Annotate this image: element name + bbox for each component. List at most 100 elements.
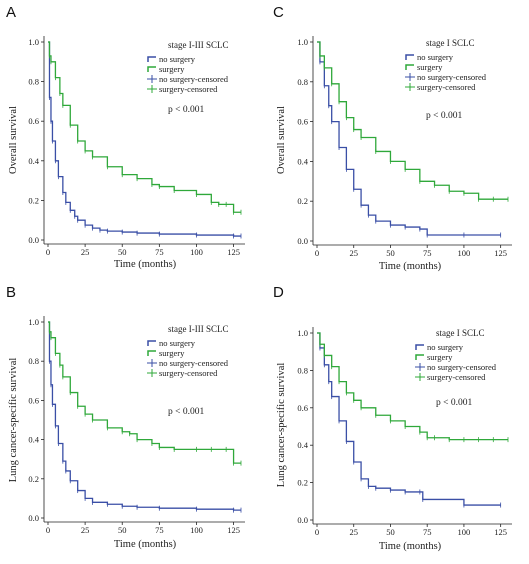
legend-title: stage I-III SCLC — [168, 40, 229, 50]
x-tick-label: 125 — [494, 248, 507, 258]
y-tick-label: 0.8 — [28, 356, 39, 366]
y-axis-title: Overall survival — [276, 106, 287, 174]
panel-letter: B — [6, 284, 16, 301]
legend-entry: surgery — [417, 62, 443, 72]
y-tick-label: 1.0 — [28, 317, 39, 327]
p-value-label: p < 0.001 — [168, 105, 204, 115]
panel-letter: C — [273, 4, 284, 21]
panel-B: B 0.0 0.2 0.4 0.6 0.8 1.0 0 25 50 75 100 125 Time (mo… — [6, 284, 245, 550]
x-tick-label: 50 — [118, 247, 127, 257]
curve-surgery — [317, 332, 508, 441]
panel-letter: A — [6, 4, 16, 21]
y-tick-label: 0.0 — [297, 515, 308, 525]
y-tick-label: 0.6 — [28, 395, 39, 405]
x-tick-label: 125 — [494, 527, 507, 537]
y-axis-title: Lung cancer-specific survival — [8, 358, 19, 483]
x-tick-label: 100 — [458, 527, 471, 537]
x-tick-label: 125 — [227, 525, 240, 535]
y-tick-label: 1.0 — [297, 37, 308, 47]
y-tick-label: 0.2 — [297, 196, 308, 206]
x-tick-label: 75 — [155, 525, 164, 535]
p-value-label: p < 0.001 — [436, 398, 472, 408]
legend-swatch — [415, 354, 424, 360]
x-axis-title: Time (months) — [114, 259, 177, 270]
legend-entry: no surgery-censored — [159, 74, 229, 84]
curve-no-surgery — [48, 321, 241, 511]
y-tick-label: 0.8 — [297, 77, 308, 87]
legend-entry: surgery — [427, 352, 453, 362]
x-tick-label: 50 — [386, 527, 395, 537]
p-value-label: p < 0.001 — [426, 111, 462, 121]
y-tick-label: 0.4 — [297, 156, 308, 166]
y-tick-label: 0.6 — [297, 403, 308, 413]
legend-swatch — [147, 340, 156, 346]
x-axis-title: Time (months) — [379, 541, 442, 552]
y-tick-label: 1.0 — [297, 328, 308, 338]
y-tick-label: 0.4 — [28, 156, 39, 166]
legend-title: stage I-III SCLC — [168, 324, 229, 334]
y-tick-label: 0.2 — [28, 195, 39, 205]
curve-no-surgery — [48, 41, 241, 237]
legend-entry: no surgery-censored — [417, 72, 487, 82]
y-tick-label: 0.8 — [28, 77, 39, 87]
panel-A: A 0.0 0.2 0.4 0.6 0.8 1.0 0 25 50 75 100 125 Time (mo… — [6, 4, 245, 270]
x-tick-label: 75 — [423, 248, 432, 258]
curve-surgery — [48, 41, 241, 213]
x-tick-label: 50 — [118, 525, 127, 535]
x-tick-label: 0 — [315, 527, 319, 537]
y-axis-title: Lung cancer-specific survival — [276, 363, 287, 488]
legend-swatch — [147, 56, 156, 62]
y-tick-label: 0.8 — [297, 365, 308, 375]
legend-entry: surgery — [159, 348, 185, 358]
legend-swatch — [415, 344, 424, 350]
x-tick-label: 100 — [190, 247, 203, 257]
x-tick-label: 50 — [386, 248, 395, 258]
legend-swatch — [405, 54, 414, 60]
y-tick-label: 1.0 — [28, 37, 39, 47]
legend-entry: surgery-censored — [427, 372, 486, 382]
x-axis-title: Time (months) — [379, 261, 442, 272]
x-tick-label: 0 — [46, 247, 50, 257]
y-tick-label: 0.0 — [297, 236, 308, 246]
panel-C: C 0.0 0.2 0.4 0.6 0.8 1.0 0 25 50 75 100 125 Time (mo… — [273, 4, 512, 272]
y-tick-label: 0.0 — [28, 235, 39, 245]
legend-entry: no surgery — [417, 52, 454, 62]
curve-no-surgery — [317, 41, 501, 236]
panel-D: D 0.0 0.2 0.4 0.6 0.8 1.0 0 25 50 75 100 125 Time (mo… — [273, 284, 512, 552]
y-tick-label: 0.4 — [28, 435, 39, 445]
x-tick-label: 0 — [315, 248, 319, 258]
legend-entry: no surgery — [159, 338, 196, 348]
x-tick-label: 25 — [349, 248, 358, 258]
y-tick-label: 0.2 — [297, 478, 308, 488]
x-tick-label: 25 — [81, 525, 90, 535]
x-axis-title: Time (months) — [114, 539, 177, 550]
legend-title: stage I SCLC — [426, 38, 475, 48]
legend-entry: surgery — [159, 64, 185, 74]
legend-entry: no surgery — [159, 54, 196, 64]
x-tick-label: 125 — [227, 247, 240, 257]
x-tick-label: 100 — [458, 248, 471, 258]
y-tick-label: 0.2 — [28, 474, 39, 484]
legend-swatch — [147, 350, 156, 356]
legend-entry: no surgery-censored — [427, 362, 497, 372]
legend-entry: no surgery-censored — [159, 358, 229, 368]
legend-swatch — [405, 64, 414, 70]
y-axis-title: Overall survival — [8, 106, 19, 174]
legend-entry: surgery-censored — [417, 82, 476, 92]
curve-no-surgery — [317, 332, 501, 506]
y-tick-label: 0.4 — [297, 440, 308, 450]
legend-title: stage I SCLC — [436, 328, 485, 338]
y-tick-label: 0.6 — [28, 116, 39, 126]
legend-entry: surgery-censored — [159, 84, 218, 94]
legend-swatch — [147, 66, 156, 72]
curve-surgery — [48, 321, 241, 464]
x-tick-label: 25 — [81, 247, 90, 257]
panel-letter: D — [273, 284, 284, 301]
y-tick-label: 0.6 — [297, 117, 308, 127]
x-tick-label: 0 — [46, 525, 50, 535]
x-tick-label: 100 — [190, 525, 203, 535]
x-tick-label: 75 — [423, 527, 432, 537]
legend-entry: no surgery — [427, 342, 464, 352]
p-value-label: p < 0.001 — [168, 407, 204, 417]
